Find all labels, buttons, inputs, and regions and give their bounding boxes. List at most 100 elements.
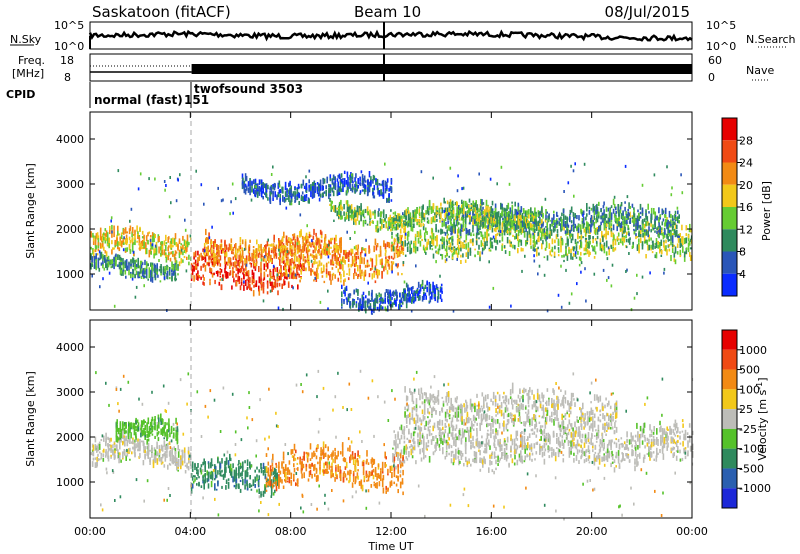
power-cell	[340, 262, 342, 270]
power-cell	[449, 211, 452, 214]
power-cell	[109, 259, 112, 264]
power-cell	[267, 184, 269, 190]
power-cell	[256, 192, 259, 195]
power-cell	[568, 301, 571, 305]
power-cell	[458, 214, 461, 218]
power-cell	[549, 250, 551, 256]
power-cell	[533, 234, 536, 238]
power-cell	[329, 187, 332, 192]
power-cell	[495, 239, 498, 243]
power-cell	[352, 181, 354, 184]
power-cell	[375, 269, 378, 274]
power-cell	[134, 260, 136, 264]
power-cell	[482, 215, 484, 218]
power-cell	[685, 247, 688, 254]
power-cell	[546, 211, 548, 214]
power-cell	[463, 228, 466, 231]
power-cell	[310, 270, 312, 276]
power-cell	[357, 248, 359, 256]
power-cell	[389, 214, 392, 219]
power-cell	[629, 211, 631, 218]
power-cell	[315, 275, 318, 282]
power-cell	[285, 235, 288, 243]
power-cell	[472, 215, 474, 219]
power-cell	[446, 207, 449, 213]
power-cell	[97, 237, 100, 240]
power-cell	[529, 233, 532, 239]
power-cell	[356, 205, 359, 213]
power-cell	[138, 271, 141, 275]
power-cell	[422, 213, 424, 220]
power-cell	[670, 219, 672, 224]
power-cell	[102, 233, 104, 237]
power-cell	[417, 237, 420, 244]
power-cell	[382, 193, 385, 199]
power-cell	[441, 207, 444, 214]
power-cell	[481, 209, 483, 216]
power-cell	[375, 297, 378, 303]
power-cell	[350, 248, 352, 253]
power-cell	[577, 232, 579, 238]
power-cell	[244, 189, 247, 195]
power-cell	[205, 228, 207, 236]
power-cell	[434, 245, 437, 248]
power-cell	[372, 213, 374, 216]
power-cell	[364, 180, 367, 183]
power-cell	[265, 193, 268, 199]
power-cell	[124, 250, 127, 253]
power-cell	[354, 188, 356, 194]
power-cell	[281, 247, 284, 254]
power-cell	[102, 236, 104, 242]
power-cell	[216, 260, 219, 265]
power-cell	[269, 191, 272, 197]
power-cell	[670, 241, 672, 246]
power-cell	[355, 255, 357, 261]
power-cell	[160, 250, 163, 256]
power-cell	[509, 207, 512, 214]
power-cell	[441, 229, 444, 234]
power-cell	[569, 233, 572, 239]
power-cell	[425, 246, 427, 251]
power-cell	[575, 256, 578, 259]
power-cell	[340, 273, 342, 280]
power-cell	[238, 268, 241, 273]
power-cell	[595, 218, 597, 224]
power-cell	[668, 239, 671, 241]
power-cell	[140, 240, 143, 245]
power-cell	[295, 274, 298, 277]
power-cell	[661, 227, 663, 231]
power-cell	[448, 255, 450, 258]
power-cell	[435, 260, 437, 264]
power-cell	[359, 176, 361, 182]
power-cell	[359, 257, 362, 264]
power-cell	[90, 254, 92, 260]
power-cell	[562, 209, 565, 214]
power-cell	[337, 245, 340, 250]
power-cell	[446, 214, 449, 217]
power-cell	[362, 301, 365, 309]
power-cell	[283, 272, 286, 277]
power-cell	[268, 250, 270, 256]
power-cell	[274, 191, 276, 198]
power-cell	[432, 203, 435, 210]
power-cell	[338, 203, 341, 206]
power-cell	[465, 243, 468, 250]
power-cell	[197, 260, 199, 267]
power-cell	[491, 208, 494, 211]
power-cell	[432, 233, 435, 240]
power-cell	[173, 254, 176, 259]
power-cell	[533, 245, 536, 251]
power-cell	[393, 300, 396, 304]
power-cell	[567, 238, 569, 242]
power-cell	[91, 274, 93, 278]
power-cell	[122, 258, 124, 264]
power-cell	[342, 180, 344, 188]
power-cell	[254, 178, 257, 183]
power-cell	[241, 262, 244, 269]
power-cell	[455, 248, 457, 251]
power-cell	[119, 236, 121, 240]
power-cell	[290, 190, 292, 194]
power-cell	[429, 297, 432, 303]
power-cell	[492, 286, 495, 290]
power-cell	[366, 265, 369, 268]
